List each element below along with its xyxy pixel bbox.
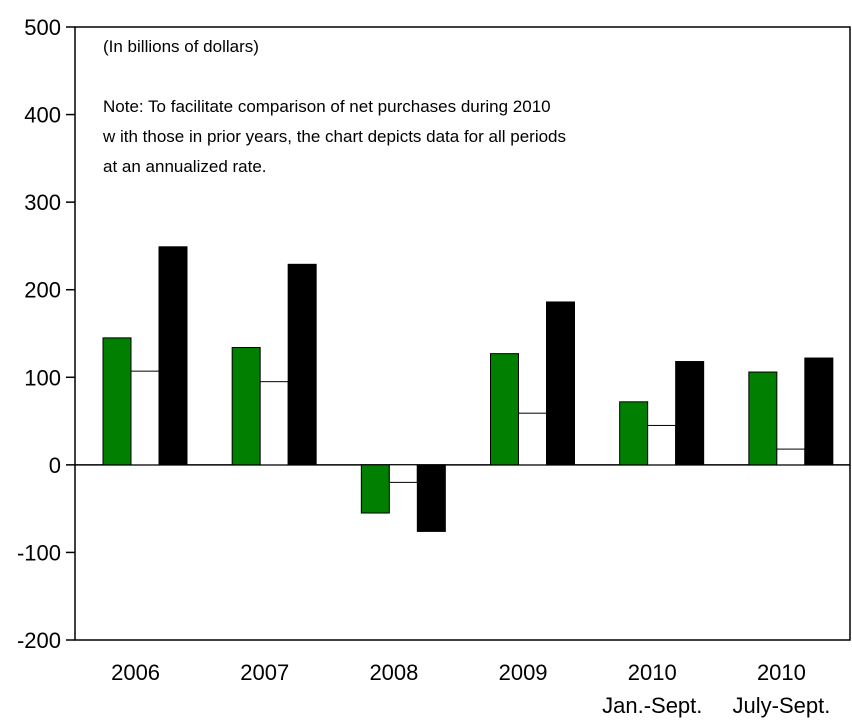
y-tick-label: 100 bbox=[24, 365, 61, 390]
y-tick-label: -200 bbox=[17, 628, 61, 653]
x-category-label: 2010 bbox=[757, 660, 806, 685]
bar bbox=[490, 353, 519, 466]
bar bbox=[619, 401, 649, 466]
bar bbox=[287, 263, 317, 466]
bar bbox=[388, 464, 418, 483]
unit-note: (In billions of dollars) bbox=[103, 37, 259, 56]
x-category-sublabel: July-Sept. bbox=[733, 693, 831, 718]
bar bbox=[259, 381, 289, 466]
bar bbox=[102, 337, 132, 466]
y-tick-label: 200 bbox=[24, 278, 61, 303]
x-category-label: 2010 bbox=[628, 660, 677, 685]
bar bbox=[360, 464, 390, 514]
x-category-sublabel: Jan.-Sept. bbox=[602, 693, 702, 718]
y-tick-label: 500 bbox=[24, 15, 61, 40]
x-category-label: 2008 bbox=[369, 660, 418, 685]
x-category-label: 2007 bbox=[240, 660, 289, 685]
bar bbox=[130, 370, 160, 466]
x-category-label: 2009 bbox=[499, 660, 548, 685]
bars bbox=[102, 246, 834, 532]
y-tick-label: 0 bbox=[49, 453, 61, 478]
y-tick-label: 300 bbox=[24, 190, 61, 215]
bar bbox=[231, 347, 261, 466]
bar bbox=[675, 361, 705, 466]
bar bbox=[804, 357, 834, 466]
plot-frame bbox=[74, 26, 851, 641]
axes bbox=[66, 26, 851, 641]
axis-labels: -200 -100 0 100 200 300 400 500 2006 2007 2008 2009… bbox=[17, 15, 830, 718]
bar bbox=[416, 464, 446, 532]
bar bbox=[546, 301, 575, 466]
note-line-3: at an annualized rate. bbox=[103, 157, 267, 176]
note-line-1: Note: To facilitate comparison of net pu… bbox=[103, 97, 551, 116]
bar bbox=[776, 448, 806, 466]
bar bbox=[647, 424, 677, 466]
note-line-2: w ith those in prior years, the chart de… bbox=[102, 127, 566, 146]
bar bbox=[518, 412, 547, 466]
bar bbox=[748, 371, 778, 466]
y-tick-label: 400 bbox=[24, 103, 61, 128]
bar bbox=[158, 246, 188, 466]
y-tick-label: -100 bbox=[17, 540, 61, 565]
x-category-label: 2006 bbox=[111, 660, 160, 685]
